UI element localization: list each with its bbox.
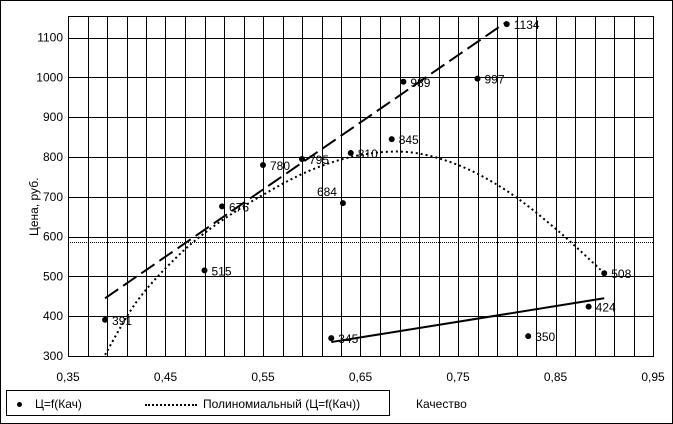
data-point — [299, 155, 305, 162]
data-label: 810 — [358, 147, 378, 161]
data-label: 424 — [596, 301, 616, 315]
solid-trend-line — [331, 297, 605, 344]
data-label: 795 — [309, 153, 329, 167]
y-tick-label: 900 — [43, 110, 63, 124]
data-point — [388, 136, 395, 143]
data-label: 1134 — [514, 18, 540, 32]
data-point — [474, 75, 481, 82]
data-labels: 391 515 676 780 795 345 684 810 845 989 997 1134 350… — [112, 18, 632, 346]
legend-item-points: Ц=f(Кач) — [17, 397, 82, 411]
x-tick-labels: 0,35 0,45 0,55 0,65 0,75 0,85 0,95 — [56, 370, 665, 384]
legend-item-polynomial: Полиномиальный (Ц=f(Кач)) — [145, 397, 361, 411]
y-axis-label: Цена, руб. — [27, 178, 41, 236]
data-label: 391 — [112, 314, 132, 328]
data-point — [585, 303, 592, 310]
data-label: 997 — [485, 73, 505, 87]
x-tick-label: 0,75 — [446, 370, 470, 384]
dot-marker-icon — [17, 402, 22, 407]
x-tick-label: 0,45 — [154, 370, 178, 384]
x-tick-label: 0,95 — [641, 370, 665, 384]
data-label: 780 — [270, 159, 290, 173]
y-tick-label: 600 — [43, 230, 63, 244]
data-point — [400, 78, 407, 85]
dashed-trend-line — [104, 20, 508, 300]
data-point — [339, 200, 346, 207]
data-label: 676 — [229, 200, 249, 214]
trend-lines — [104, 20, 605, 344]
y-tick-labels: 300 400 500 600 700 800 900 1000 1100 — [36, 31, 63, 363]
data-point — [328, 335, 335, 342]
data-point — [601, 270, 608, 277]
data-point — [347, 150, 354, 157]
legend: Ц=f(Кач) Полиномиальный (Ц=f(Кач)) — [6, 390, 390, 416]
data-point — [525, 333, 532, 340]
x-axis-label: Качество — [416, 397, 467, 411]
legend-label-polynomial: Полиномиальный (Ц=f(Кач)) — [203, 397, 361, 411]
data-point — [503, 21, 510, 28]
data-point — [201, 267, 208, 274]
y-tick-label: 500 — [43, 269, 63, 283]
data-point — [260, 161, 266, 168]
data-point — [102, 316, 109, 323]
x-tick-label: 0,65 — [349, 370, 373, 384]
data-label: 515 — [212, 264, 232, 278]
y-tick-label: 1000 — [36, 70, 63, 84]
y-tick-label: 1100 — [37, 31, 63, 45]
data-points — [102, 21, 608, 342]
legend-label-points: Ц=f(Кач) — [35, 397, 82, 411]
data-point — [219, 203, 226, 210]
y-tick-label: 300 — [43, 349, 63, 363]
dotted-line-icon — [145, 404, 197, 406]
x-tick-label: 0,35 — [56, 370, 80, 384]
x-tick-label: 0,55 — [251, 370, 275, 384]
y-tick-label: 700 — [43, 190, 63, 204]
data-label: 989 — [410, 76, 430, 90]
data-label: 684 — [317, 185, 337, 199]
data-label: 350 — [535, 330, 555, 344]
y-tick-label: 800 — [43, 150, 63, 164]
y-tick-label: 400 — [43, 309, 63, 323]
data-label: 845 — [399, 133, 419, 147]
data-label: 345 — [338, 332, 358, 346]
polynomial-trend-line — [104, 150, 605, 356]
plot-area — [68, 16, 654, 357]
x-tick-label: 0,85 — [544, 370, 568, 384]
data-label: 508 — [611, 267, 631, 281]
